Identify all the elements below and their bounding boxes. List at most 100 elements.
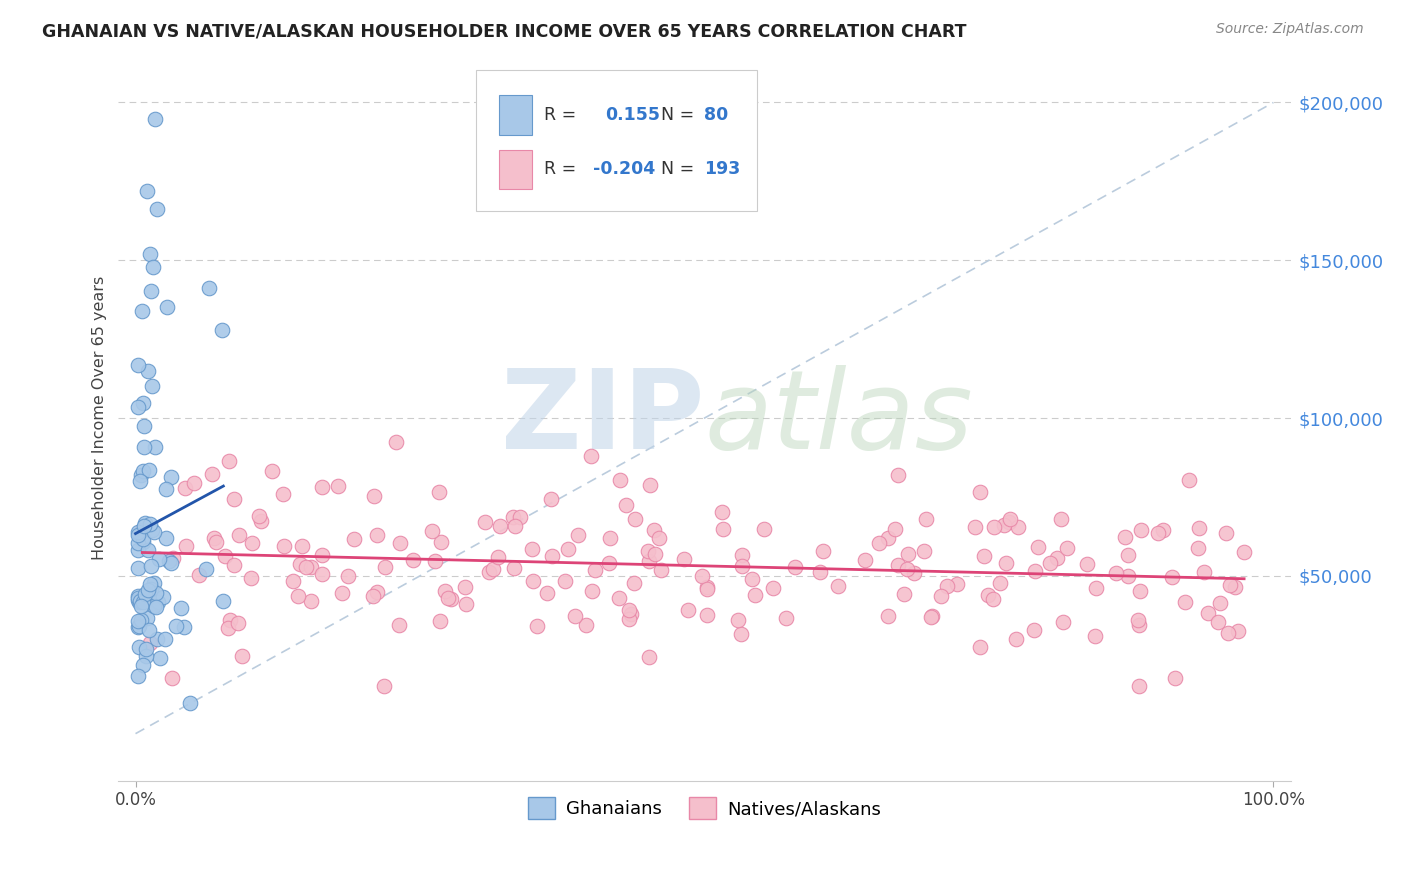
Point bbox=[136, 542, 159, 557]
Point bbox=[1084, 628, 1107, 642]
Point bbox=[201, 467, 224, 482]
Point bbox=[977, 588, 1000, 602]
Point bbox=[138, 577, 160, 591]
Point bbox=[135, 184, 157, 198]
Point bbox=[853, 553, 876, 567]
Point bbox=[134, 418, 156, 433]
Point bbox=[429, 614, 451, 628]
Text: -0.204: -0.204 bbox=[593, 160, 655, 178]
Point bbox=[522, 574, 544, 588]
Point bbox=[1084, 581, 1107, 595]
Point bbox=[152, 590, 174, 604]
Point bbox=[155, 482, 177, 496]
Point bbox=[170, 600, 193, 615]
Point bbox=[929, 589, 952, 603]
Point bbox=[143, 599, 166, 614]
Point bbox=[145, 632, 167, 646]
Point bbox=[647, 531, 669, 545]
Point bbox=[567, 528, 589, 542]
Point bbox=[135, 592, 157, 607]
Point bbox=[994, 556, 1017, 570]
Point bbox=[607, 591, 630, 606]
Point bbox=[143, 524, 166, 539]
Point bbox=[1128, 679, 1150, 693]
Point bbox=[993, 518, 1015, 533]
Point bbox=[127, 614, 149, 628]
Point bbox=[614, 498, 637, 512]
Point bbox=[132, 595, 155, 609]
Point bbox=[583, 562, 606, 576]
Point bbox=[336, 568, 359, 582]
Point bbox=[138, 624, 160, 638]
Text: Source: ZipAtlas.com: Source: ZipAtlas.com bbox=[1216, 22, 1364, 37]
Point bbox=[127, 524, 149, 539]
Point bbox=[287, 589, 309, 603]
Point bbox=[373, 679, 395, 693]
Point bbox=[128, 474, 150, 488]
Point bbox=[988, 576, 1011, 591]
Point bbox=[157, 554, 180, 568]
Point bbox=[1000, 512, 1022, 526]
Point bbox=[482, 562, 505, 576]
Point bbox=[132, 440, 155, 454]
Point bbox=[389, 535, 412, 549]
Point bbox=[132, 518, 155, 533]
Point bbox=[385, 434, 408, 449]
Point bbox=[427, 485, 450, 500]
Point bbox=[727, 614, 749, 628]
Point bbox=[139, 247, 162, 261]
Point bbox=[401, 553, 423, 567]
Text: R =: R = bbox=[544, 105, 576, 124]
Point bbox=[696, 582, 718, 596]
Point bbox=[149, 651, 172, 665]
Point bbox=[1007, 519, 1029, 533]
Point bbox=[1192, 565, 1215, 579]
Point bbox=[273, 486, 295, 500]
Point bbox=[195, 562, 218, 576]
Point bbox=[599, 531, 621, 545]
Point bbox=[139, 516, 162, 531]
Point bbox=[503, 561, 526, 575]
Point bbox=[136, 582, 159, 597]
Point bbox=[1233, 545, 1256, 559]
Point bbox=[609, 473, 631, 487]
Point bbox=[160, 556, 183, 570]
Point bbox=[129, 467, 152, 482]
Point bbox=[214, 549, 236, 564]
Point bbox=[128, 640, 150, 654]
Point bbox=[624, 512, 647, 526]
Point bbox=[775, 611, 797, 625]
Point bbox=[388, 617, 411, 632]
Point bbox=[1039, 556, 1062, 570]
Point bbox=[896, 562, 918, 576]
Point bbox=[486, 550, 509, 565]
Bar bbox=[499, 95, 533, 135]
Point bbox=[291, 539, 314, 553]
Point bbox=[179, 696, 201, 710]
Point bbox=[1046, 551, 1069, 566]
Point bbox=[148, 552, 170, 566]
Point bbox=[366, 528, 388, 542]
Point bbox=[744, 588, 766, 602]
Text: ZIP: ZIP bbox=[501, 365, 704, 472]
Point bbox=[160, 470, 183, 484]
Point bbox=[249, 514, 271, 528]
Point bbox=[145, 440, 167, 454]
Point bbox=[131, 657, 153, 672]
Point bbox=[127, 619, 149, 633]
Point bbox=[131, 523, 153, 537]
Point bbox=[1129, 584, 1152, 599]
Point bbox=[1188, 521, 1211, 535]
Point bbox=[143, 112, 166, 127]
Point bbox=[884, 522, 907, 536]
Point bbox=[1026, 540, 1049, 554]
Point bbox=[211, 323, 233, 337]
Point bbox=[983, 520, 1005, 534]
Point bbox=[935, 579, 957, 593]
Point bbox=[132, 534, 155, 549]
Point bbox=[731, 548, 754, 562]
Point bbox=[127, 561, 149, 575]
Point bbox=[132, 464, 155, 478]
Point bbox=[174, 539, 197, 553]
Point bbox=[141, 284, 163, 298]
